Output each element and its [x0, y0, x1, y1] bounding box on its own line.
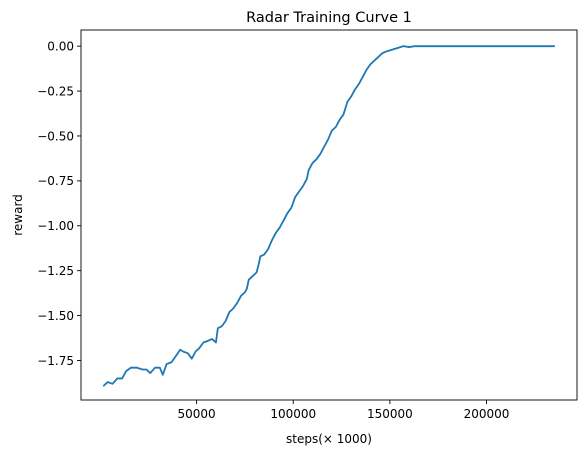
axes-frame	[80, 29, 578, 401]
x-tick-label: 200000	[464, 407, 510, 421]
axes: 50000 100000 150000 200000 0.00 −0.25 −0.50 −0.…	[37, 29, 578, 421]
x-tick-label: 50000	[177, 407, 215, 421]
x-tick-label: 150000	[367, 407, 413, 421]
y-axis-label: reward	[11, 194, 25, 236]
plot-area	[102, 45, 556, 387]
y-tick-label: −1.25	[37, 264, 74, 278]
y-tick-label: −1.00	[37, 219, 74, 233]
y-tick-label: −1.75	[37, 354, 74, 368]
y-tick-label: −0.50	[37, 129, 74, 143]
chart-title: Radar Training Curve 1	[246, 10, 412, 26]
y-tick-label: −0.25	[37, 84, 74, 98]
y-tick-label: 0.00	[47, 39, 74, 53]
y-tick-label: −1.50	[37, 309, 74, 323]
y-tick-label: −0.75	[37, 174, 74, 188]
x-tick-label: 100000	[270, 407, 316, 421]
series-line-1	[102, 45, 556, 387]
x-axis-label: steps(× 1000)	[286, 432, 372, 446]
